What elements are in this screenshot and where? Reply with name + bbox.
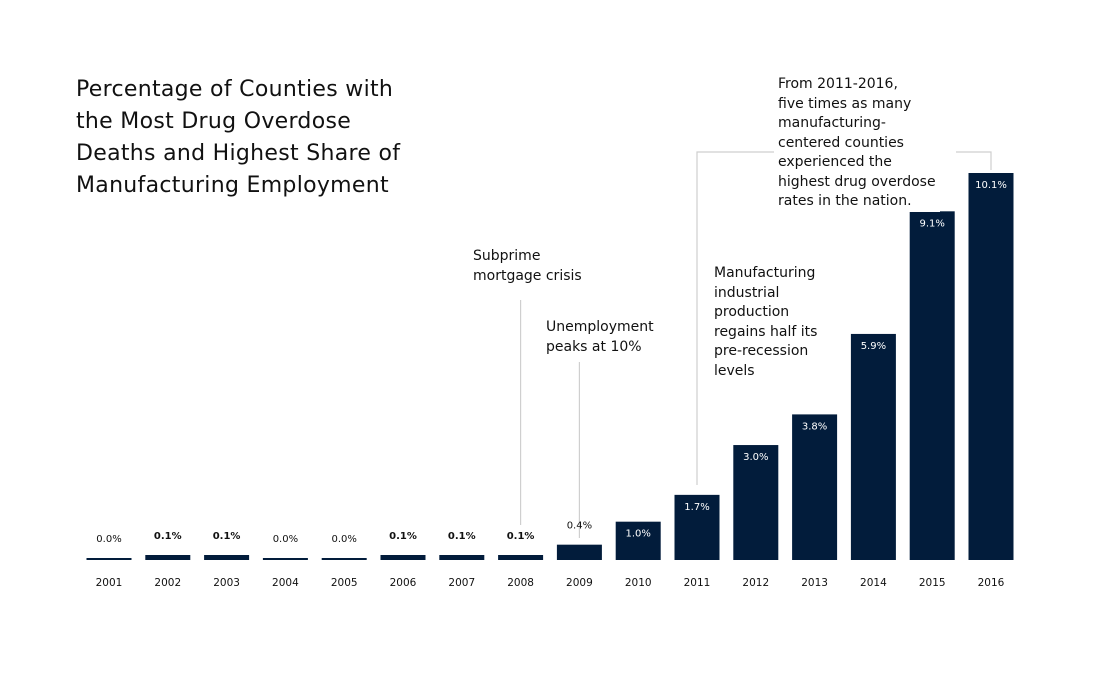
x-tick-label-2006: 2006 — [390, 577, 417, 589]
data-label-2013: 3.8% — [802, 421, 827, 432]
bar-2005 — [321, 558, 367, 560]
bar-2011 — [674, 494, 720, 560]
data-label-2002: 0.1% — [154, 531, 182, 542]
x-tick-label-2011: 2011 — [684, 577, 711, 589]
bar-2009 — [556, 544, 602, 560]
x-tick-label-2007: 2007 — [448, 577, 475, 589]
annotation-manufacturing: Manufacturing industrial production rega… — [714, 264, 818, 381]
x-tick-label-2012: 2012 — [742, 577, 769, 589]
x-tick-label-2008: 2008 — [507, 577, 534, 589]
bar-2008 — [498, 555, 544, 560]
bar-2010 — [615, 521, 661, 560]
x-tick-label-2004: 2004 — [272, 577, 299, 589]
data-label-2012: 3.0% — [743, 452, 768, 463]
bar-2014 — [850, 333, 896, 560]
bar-2012 — [733, 445, 779, 560]
data-label-2003: 0.1% — [213, 531, 241, 542]
data-label-2011: 1.7% — [684, 502, 709, 513]
data-label-2004: 0.0% — [273, 534, 298, 545]
bar-2002 — [145, 555, 191, 560]
x-tick-label-2016: 2016 — [978, 577, 1005, 589]
data-label-2005: 0.0% — [331, 534, 356, 545]
bar-2013 — [792, 414, 838, 560]
data-label-2009: 0.4% — [567, 521, 592, 532]
x-tick-label-2001: 2001 — [96, 577, 123, 589]
x-tick-label-2003: 2003 — [213, 577, 240, 589]
x-tick-label-2005: 2005 — [331, 577, 358, 589]
bar-2001 — [86, 558, 132, 560]
x-tick-label-2002: 2002 — [154, 577, 181, 589]
chart-title: Percentage of Counties with the Most Dru… — [76, 77, 401, 198]
bar-2007 — [439, 555, 485, 560]
annotation-bracket-left — [696, 151, 777, 485]
annotation-unemployment: Unemployment peaks at 10% — [546, 318, 654, 357]
data-label-2016: 10.1% — [975, 180, 1007, 191]
x-tick-label-2013: 2013 — [801, 577, 828, 589]
x-tick-label-2014: 2014 — [860, 577, 887, 589]
data-label-2006: 0.1% — [389, 531, 417, 542]
x-tick-label-2009: 2009 — [566, 577, 593, 589]
data-label-2014: 5.9% — [861, 341, 886, 352]
data-label-2010: 1.0% — [625, 529, 650, 540]
data-label-2007: 0.1% — [448, 531, 476, 542]
bar-2016 — [968, 173, 1014, 560]
data-label-2015: 9.1% — [919, 218, 944, 229]
data-label-2008: 0.1% — [507, 531, 535, 542]
x-tick-label-2010: 2010 — [625, 577, 652, 589]
data-label-2001: 0.0% — [96, 534, 121, 545]
bar-2004 — [262, 558, 308, 560]
bar-2003 — [204, 555, 250, 560]
annotation-bracket-right — [956, 151, 992, 170]
bar-2015 — [909, 211, 955, 560]
annotation-subprime: Subprime mortgage crisis — [473, 247, 582, 286]
bar-2006 — [380, 555, 426, 560]
x-tick-label-2015: 2015 — [919, 577, 946, 589]
annotation-five-times: From 2011-2016, five times as many manuf… — [774, 75, 940, 212]
